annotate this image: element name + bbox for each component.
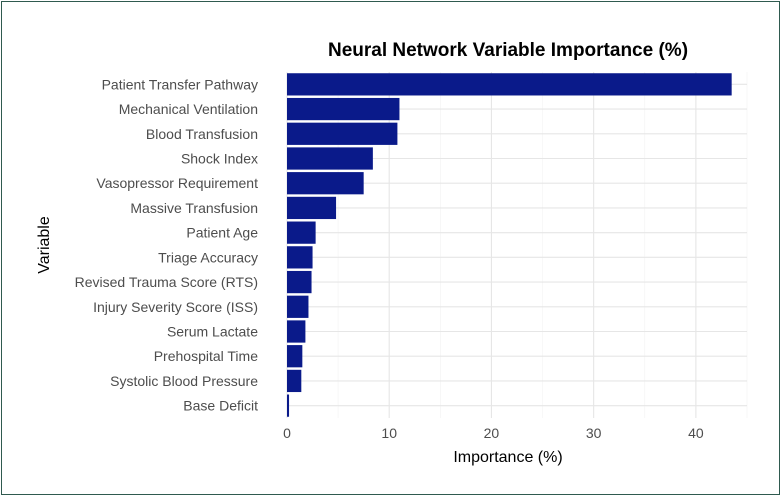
x-tick-label: 40 [688, 425, 704, 441]
category-label: Serum Lactate [167, 324, 258, 340]
category-label: Blood Transfusion [146, 126, 258, 142]
category-label: Injury Severity Score (ISS) [93, 299, 258, 315]
bar [287, 196, 337, 220]
y-axis-title: Variable [36, 216, 53, 274]
x-tick-label: 10 [381, 425, 397, 441]
category-label: Prehospital Time [154, 348, 258, 364]
x-tick-labels: 0 10 20 30 40 [283, 425, 704, 441]
bar [287, 369, 302, 393]
chart-title: Neural Network Variable Importance (%) [328, 40, 688, 61]
bar [287, 172, 364, 195]
x-tick-label: 20 [484, 425, 500, 441]
bar [287, 147, 373, 170]
bar [287, 394, 290, 417]
category-label: Patient Age [186, 225, 258, 241]
x-tick-label: 30 [586, 425, 602, 441]
category-label: Base Deficit [183, 398, 258, 414]
bars [287, 73, 732, 417]
category-label: Vasopressor Requirement [96, 175, 258, 191]
bar [287, 246, 313, 269]
bar [287, 73, 732, 96]
category-label: Triage Accuracy [158, 249, 258, 265]
category-label: Shock Index [181, 151, 258, 167]
bar [287, 221, 316, 244]
category-label: Systolic Blood Pressure [110, 373, 258, 389]
bar [287, 122, 398, 145]
bar [287, 295, 309, 318]
category-labels: Patient Transfer Pathway Mechanical Venti… [75, 76, 259, 413]
bar [287, 320, 306, 343]
category-label: Massive Transfusion [130, 200, 258, 216]
bar [287, 270, 312, 294]
bar [287, 97, 400, 121]
bar [287, 345, 303, 368]
x-tick-label: 0 [283, 425, 291, 441]
category-label: Revised Trauma Score (RTS) [75, 274, 258, 290]
x-axis-title: Importance (%) [453, 449, 562, 466]
category-label: Mechanical Ventilation [119, 101, 258, 117]
category-label: Patient Transfer Pathway [102, 76, 258, 92]
